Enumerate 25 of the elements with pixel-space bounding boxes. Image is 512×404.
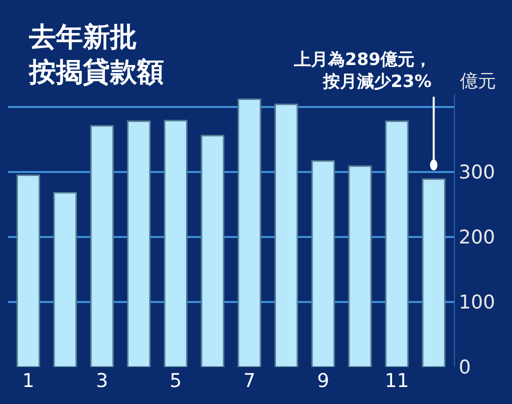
bar bbox=[90, 125, 114, 367]
x-tick-label: 7 bbox=[243, 370, 256, 392]
bar bbox=[238, 98, 262, 367]
y-axis-title: 億元 bbox=[460, 71, 496, 92]
chart-title: 去年新批按揭貸款額 bbox=[28, 22, 164, 88]
bar bbox=[274, 104, 298, 367]
bar bbox=[348, 165, 372, 367]
y-tick-label: 300 bbox=[458, 162, 496, 184]
bar bbox=[16, 174, 40, 367]
x-tick-label: 9 bbox=[317, 370, 330, 392]
y-tick-label: 200 bbox=[458, 226, 496, 249]
x-tick-label: 1 bbox=[22, 370, 34, 392]
y-tick-label: 0 bbox=[458, 356, 471, 379]
bar bbox=[200, 134, 224, 367]
y-tick-label: 100 bbox=[458, 292, 496, 314]
x-tick-label: 5 bbox=[170, 370, 182, 392]
x-tick-label: 11 bbox=[384, 370, 409, 392]
bar bbox=[385, 120, 409, 367]
x-tick-label: 3 bbox=[96, 370, 108, 392]
bar bbox=[53, 192, 77, 367]
bar bbox=[127, 120, 151, 367]
bar bbox=[422, 178, 446, 367]
text: 上月為289億元，按月減少23% bbox=[293, 50, 432, 92]
bar bbox=[311, 160, 335, 367]
bar bbox=[164, 120, 188, 367]
